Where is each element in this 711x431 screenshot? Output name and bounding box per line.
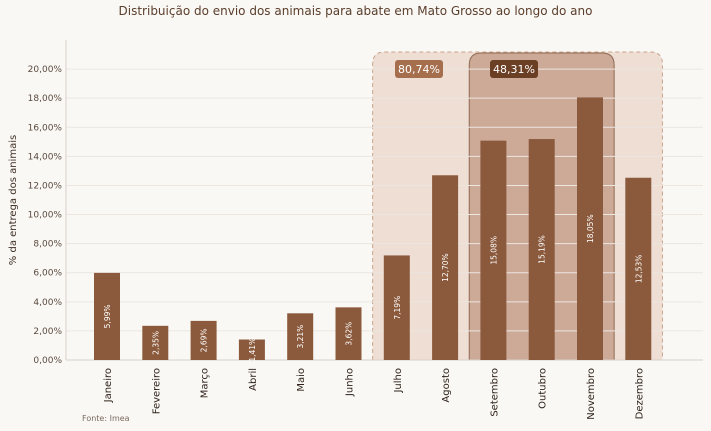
x-tick-label: Junho	[345, 368, 356, 397]
bar	[238, 339, 265, 360]
highlight-badge-label: 80,74%	[398, 63, 440, 76]
y-tick-label: 2,00%	[33, 327, 62, 337]
highlight-badge-label: 48,31%	[493, 63, 535, 76]
y-tick-label: 18,00%	[28, 94, 63, 104]
highlight-badge	[490, 60, 538, 78]
x-tick-label: Fevereiro	[151, 368, 162, 414]
y-axis-label: % da entrega dos animais	[8, 135, 19, 265]
bar	[287, 313, 314, 360]
bar	[142, 325, 169, 360]
data-label: 1,41%	[248, 338, 257, 362]
data-label: 12,53%	[634, 255, 643, 284]
x-tick-label: Janeiro	[103, 368, 114, 403]
y-tick-label: 12,00%	[28, 181, 63, 191]
bar	[335, 307, 362, 360]
bar	[432, 175, 459, 360]
data-label: 3,21%	[296, 325, 305, 349]
data-label: 12,70%	[441, 253, 450, 282]
bar	[94, 272, 120, 360]
bar	[528, 139, 555, 360]
y-tick-label: 14,00%	[28, 152, 63, 162]
data-label: 2,69%	[200, 329, 209, 353]
data-label: 2,35%	[151, 331, 160, 355]
source-note: Fonte: Imea	[82, 414, 130, 423]
bar	[625, 177, 652, 360]
bar	[383, 255, 410, 360]
data-label: 18,05%	[586, 214, 595, 243]
y-tick-label: 16,00%	[28, 123, 63, 133]
x-tick-label: Abril	[248, 368, 259, 391]
data-label: 7,19%	[393, 296, 402, 320]
x-tick-label: Novembro	[586, 368, 597, 420]
data-label: 15,08%	[489, 236, 498, 265]
bar	[480, 140, 507, 360]
chart-title: Distribuição do envio dos animais para a…	[118, 4, 593, 18]
data-label: 5,99%	[103, 305, 112, 329]
x-tick-label: Dezembro	[634, 368, 645, 419]
y-tick-label: 20,00%	[28, 65, 63, 75]
bar	[577, 97, 603, 361]
x-tick-label: Março	[200, 368, 211, 398]
highlight-badge	[395, 60, 443, 78]
x-tick-label: Setembro	[489, 368, 500, 417]
bar	[190, 320, 217, 360]
y-tick-label: 10,00%	[28, 211, 63, 221]
data-label: 3,62%	[345, 322, 354, 346]
y-tick-label: 4,00%	[33, 298, 62, 308]
x-tick-label: Maio	[296, 368, 307, 392]
data-label: 15,19%	[538, 235, 547, 264]
y-tick-label: 8,00%	[33, 240, 62, 250]
x-tick-label: Julho	[393, 368, 404, 394]
x-tick-label: Outubro	[538, 368, 549, 409]
x-tick-label: Agosto	[441, 368, 452, 403]
y-tick-label: 0,00%	[33, 356, 62, 366]
y-tick-label: 6,00%	[33, 269, 62, 279]
